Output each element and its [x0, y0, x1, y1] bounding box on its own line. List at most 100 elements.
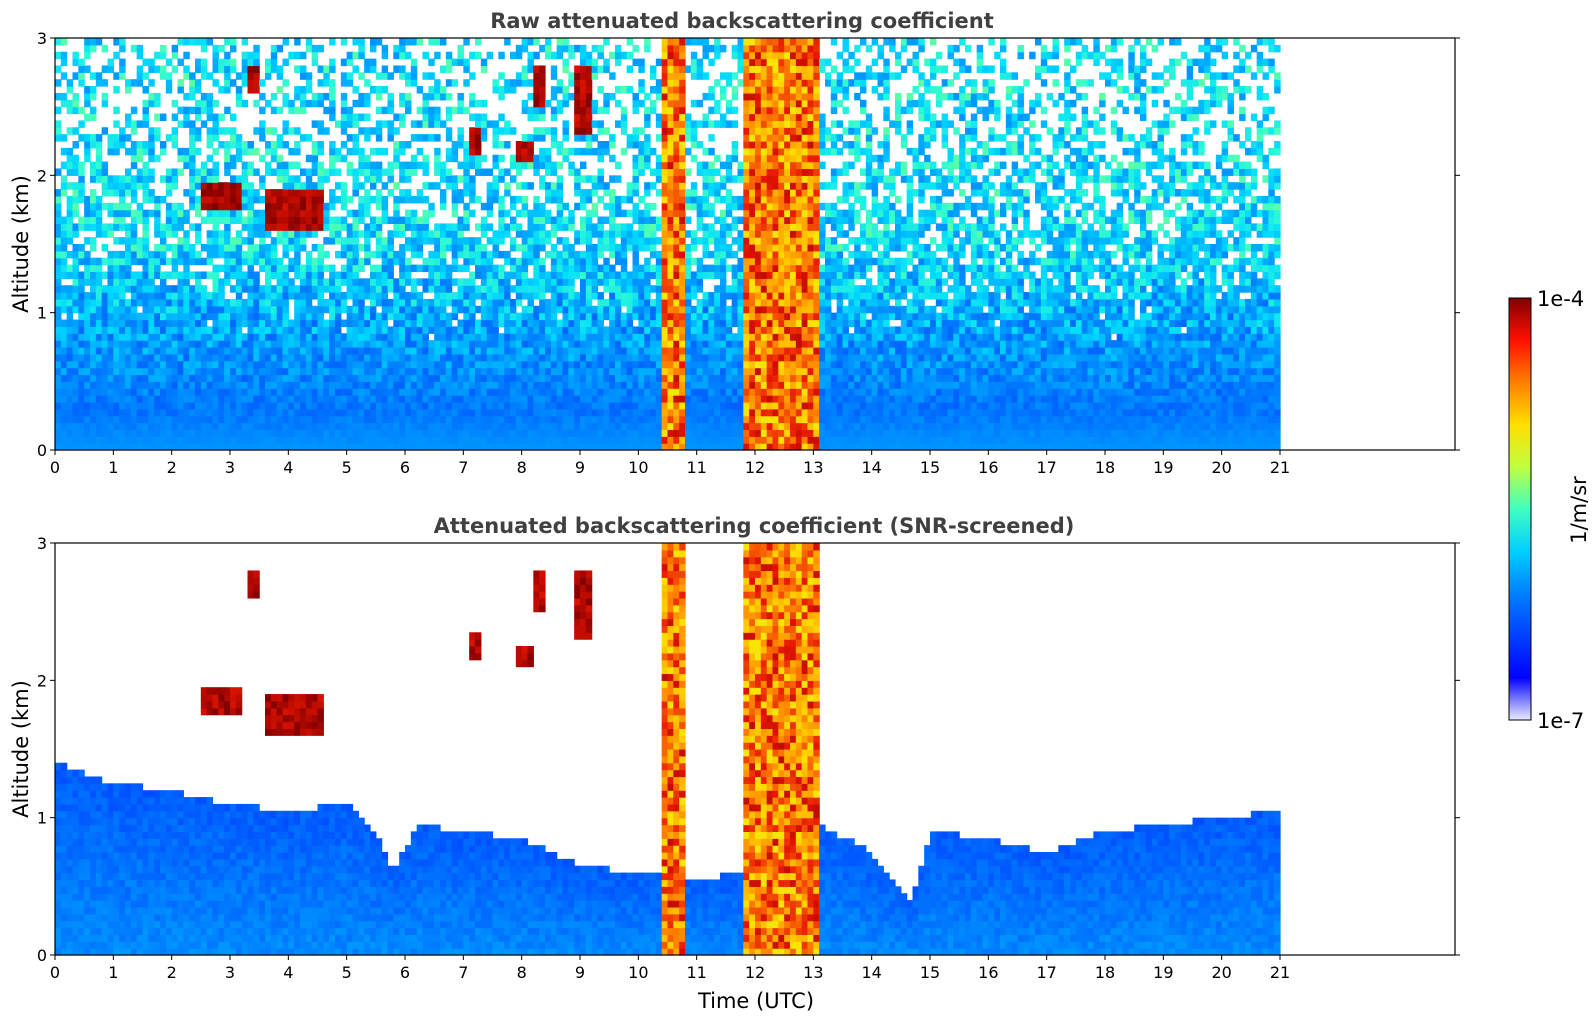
heatmap-cell [556, 347, 564, 355]
heatmap-cell [428, 264, 435, 273]
heatmap-cell [195, 257, 202, 266]
heatmap-cell [399, 250, 406, 259]
heatmap-cell [136, 312, 144, 321]
heatmap-cell [323, 381, 330, 389]
heatmap-cell [142, 285, 149, 293]
heatmap-cell [148, 127, 155, 135]
heatmap-cell [428, 237, 435, 245]
heatmap-cell [585, 250, 593, 259]
heatmap-cell [206, 388, 214, 396]
heatmap-cell [224, 408, 231, 417]
heatmap-cell [475, 51, 482, 60]
heatmap-cell [580, 202, 587, 211]
heatmap-cell [545, 436, 552, 444]
heatmap-cell [650, 422, 657, 430]
heatmap-cell [568, 44, 575, 53]
heatmap-cell [195, 367, 202, 376]
heatmap-cell [224, 106, 231, 115]
heatmap-cell [119, 65, 126, 73]
heatmap-cell [142, 216, 149, 224]
heatmap-cell [580, 333, 587, 341]
heatmap-cell [440, 443, 447, 451]
heatmap-cell [451, 154, 459, 163]
heatmap-cell [550, 422, 558, 430]
heatmap-cell [335, 250, 342, 259]
heatmap-cell [451, 189, 459, 197]
heatmap-cell [661, 374, 669, 382]
heatmap-cell [603, 347, 610, 355]
heatmap-cell [399, 401, 406, 410]
heatmap-cell [370, 422, 377, 430]
heatmap-cell [218, 141, 225, 149]
heatmap-cell [335, 292, 342, 300]
heatmap-cell [160, 141, 167, 149]
heatmap-cell [603, 374, 610, 382]
heatmap-cell [533, 340, 540, 348]
heatmap-cell [142, 319, 149, 327]
heatmap-cell [224, 86, 231, 94]
heatmap-cell [685, 429, 692, 437]
heatmap-cell [189, 244, 196, 252]
heatmap-cell [492, 415, 499, 424]
heatmap-cell [562, 429, 569, 437]
heatmap-cell [568, 168, 575, 176]
heatmap-cell [574, 367, 581, 376]
heatmap-cell [422, 298, 429, 307]
heatmap-cell [597, 305, 604, 314]
heatmap-cell [445, 182, 453, 190]
heatmap-cell [492, 395, 499, 403]
heatmap-cell [527, 38, 534, 46]
heatmap-cell [562, 223, 569, 231]
heatmap-cell [463, 415, 470, 424]
heatmap-cell [189, 408, 196, 417]
heatmap-cell [533, 244, 540, 252]
heatmap-cell [463, 182, 470, 190]
heatmap-cell [644, 264, 651, 273]
heatmap-cell [160, 147, 167, 156]
heatmap-cell [615, 271, 622, 279]
heatmap-cell [311, 436, 319, 444]
heatmap-cell [224, 326, 231, 334]
heatmap-cell [282, 388, 289, 396]
heatmap-cell [667, 326, 674, 334]
heatmap-cell [626, 443, 634, 451]
heatmap-cell [405, 92, 412, 101]
heatmap-cell [189, 429, 196, 437]
heatmap-cell [95, 415, 103, 424]
heatmap-cell [434, 264, 441, 273]
heatmap-cell [340, 189, 348, 197]
heatmap-cell [685, 443, 692, 451]
heatmap-cell [142, 333, 149, 341]
heatmap-cell [270, 388, 278, 396]
heatmap-cell [521, 312, 529, 321]
heatmap-cell [276, 326, 284, 334]
heatmap-cell [574, 237, 581, 245]
heatmap-cell [381, 381, 389, 389]
heatmap-cell [679, 250, 686, 259]
heatmap-cell [381, 422, 389, 430]
heatmap-cell [434, 223, 441, 231]
heatmap-cell [189, 285, 196, 293]
heatmap-cell [200, 44, 208, 53]
heatmap-cell [329, 195, 336, 204]
heatmap-cell [603, 99, 610, 108]
heatmap-cell [685, 340, 692, 348]
heatmap-cell [171, 395, 179, 403]
heatmap-cell [224, 189, 231, 197]
heatmap-cell [451, 429, 459, 437]
heatmap-cell [247, 374, 254, 382]
heatmap-cell [451, 422, 459, 430]
heatmap-cell [224, 388, 231, 396]
heatmap-cell [661, 237, 669, 245]
heatmap-cell [241, 347, 249, 355]
heatmap-cell [591, 408, 599, 417]
heatmap-cell [661, 44, 669, 53]
heatmap-cell [323, 92, 330, 101]
heatmap-cell [521, 347, 529, 355]
heatmap-cell [142, 250, 149, 259]
heatmap-cell [457, 292, 464, 300]
heatmap-cell [323, 278, 330, 286]
heatmap-cell [346, 292, 354, 300]
heatmap-cell [276, 298, 284, 307]
heatmap-cell [585, 401, 593, 410]
